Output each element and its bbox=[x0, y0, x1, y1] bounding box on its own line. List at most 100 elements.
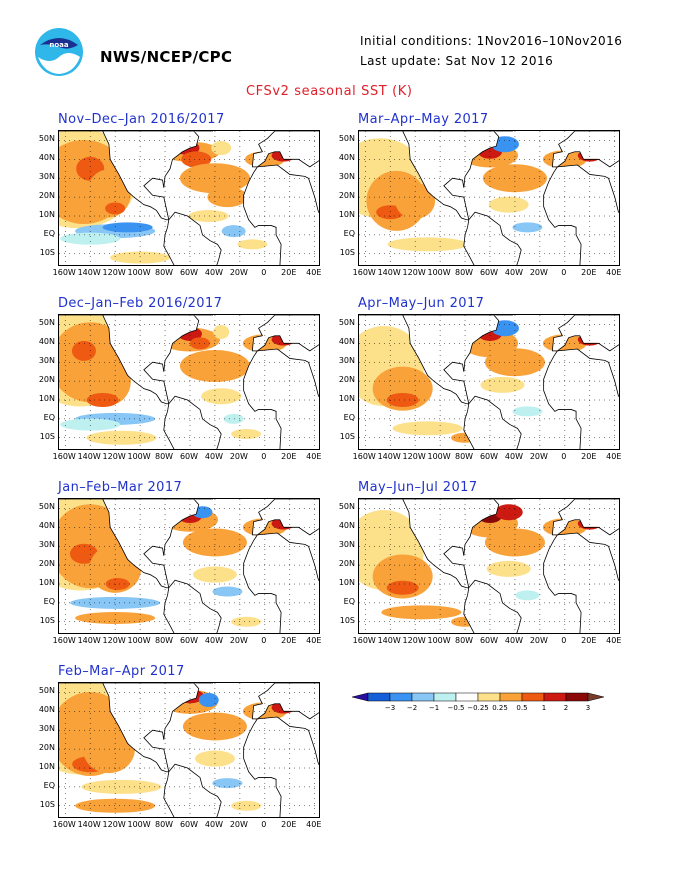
lon-label: 60W bbox=[179, 268, 199, 277]
lat-label: 10N bbox=[38, 578, 55, 587]
colorbar-tick-label: 0.25 bbox=[492, 704, 508, 712]
lat-label: 50N bbox=[38, 318, 55, 328]
colorbar-segment bbox=[455, 692, 479, 702]
lon-label: 60W bbox=[479, 268, 499, 277]
land-mask bbox=[59, 315, 319, 449]
lat-label: 10N bbox=[38, 394, 55, 403]
organization-name: NWS/NCEP/CPC bbox=[100, 48, 233, 66]
lon-label: 20W bbox=[529, 268, 548, 277]
lon-label: 40W bbox=[504, 636, 523, 645]
lat-label: EQ bbox=[43, 228, 55, 238]
panel-title: Apr–May–Jun 2017 bbox=[358, 296, 485, 311]
lon-label: 20E bbox=[581, 268, 597, 277]
lat-label: 10S bbox=[339, 247, 355, 257]
panel-title: May–Jun–Jul 2017 bbox=[358, 480, 478, 495]
lat-lon-grid bbox=[59, 315, 319, 449]
land-mask bbox=[59, 499, 319, 633]
lon-label: 40W bbox=[204, 452, 223, 461]
lon-label: 140W bbox=[377, 636, 401, 645]
lon-label: 60W bbox=[479, 452, 499, 461]
lat-label: 20N bbox=[38, 191, 55, 201]
lon-label: 40E bbox=[606, 268, 622, 277]
noaa-logo: noaa bbox=[35, 28, 83, 76]
lat-label: 20N bbox=[38, 559, 55, 569]
lat-lon-grid bbox=[59, 499, 319, 633]
lon-label: 40E bbox=[306, 452, 322, 461]
initial-conditions-text: Initial conditions: 1Nov2016–10Nov2016 bbox=[360, 34, 623, 48]
lat-label: EQ bbox=[43, 780, 55, 790]
lat-label: 40N bbox=[38, 153, 55, 163]
lon-label: 20W bbox=[529, 636, 548, 645]
lat-label: 50N bbox=[38, 502, 55, 512]
panel-title: Jan–Feb–Mar 2017 bbox=[58, 480, 183, 495]
lon-label: 160W bbox=[52, 268, 76, 277]
lon-label: 0 bbox=[561, 268, 567, 277]
lon-label: 100W bbox=[127, 452, 151, 461]
lon-label: 120W bbox=[402, 452, 426, 461]
lat-label: 50N bbox=[338, 134, 355, 144]
lat-lon-grid bbox=[59, 131, 319, 265]
colorbar-tick-label: 1 bbox=[541, 704, 547, 712]
lat-label: 10N bbox=[38, 762, 55, 771]
sst-map bbox=[58, 314, 320, 450]
lat-label: 10S bbox=[39, 799, 55, 809]
colorbar-segment bbox=[389, 692, 413, 702]
lon-label: 20W bbox=[529, 452, 548, 461]
lon-label: 160W bbox=[52, 820, 76, 829]
panel-title: Mar–Apr–May 2017 bbox=[358, 112, 489, 127]
lat-label: 40N bbox=[38, 705, 55, 715]
sst-map bbox=[58, 498, 320, 634]
lat-label: 30N bbox=[38, 540, 55, 550]
lat-label: 20N bbox=[338, 375, 355, 385]
colorbar-tick-label: −0.5 bbox=[447, 704, 465, 712]
sst-map bbox=[358, 130, 620, 266]
lon-label: 140W bbox=[77, 636, 101, 645]
lon-label: 140W bbox=[377, 452, 401, 461]
lon-label: 100W bbox=[427, 636, 451, 645]
lon-label: 20E bbox=[581, 636, 597, 645]
lon-label: 40E bbox=[306, 636, 322, 645]
colorbar-segment bbox=[411, 692, 435, 702]
lat-label: 40N bbox=[338, 521, 355, 531]
land-mask bbox=[59, 131, 319, 265]
main-title: CFSv2 seasonal SST (K) bbox=[246, 84, 413, 99]
lat-label: 30N bbox=[38, 724, 55, 734]
lat-label: EQ bbox=[43, 412, 55, 422]
lon-label: 80W bbox=[455, 268, 474, 277]
lat-label: 30N bbox=[338, 356, 355, 366]
lon-label: 0 bbox=[261, 820, 267, 829]
lat-label: 30N bbox=[338, 540, 355, 550]
colorbar-arrow-high bbox=[587, 692, 605, 702]
svg-text:noaa: noaa bbox=[49, 41, 69, 49]
lat-label: 10S bbox=[39, 247, 55, 257]
lon-label: 40W bbox=[204, 636, 223, 645]
lat-label: 30N bbox=[338, 172, 355, 182]
lon-label: 100W bbox=[127, 268, 151, 277]
lon-label: 40W bbox=[504, 268, 523, 277]
lat-label: 10S bbox=[339, 431, 355, 441]
lat-label: 10N bbox=[338, 394, 355, 403]
sst-map bbox=[58, 682, 320, 818]
colorbar-segment bbox=[565, 692, 589, 702]
lon-label: 20E bbox=[281, 636, 297, 645]
colorbar-tick-label: 2 bbox=[563, 704, 569, 712]
lat-label: 40N bbox=[38, 521, 55, 531]
lon-label: 80W bbox=[155, 452, 174, 461]
lat-label: 10S bbox=[39, 615, 55, 625]
lat-label: EQ bbox=[343, 412, 355, 422]
lat-label: 30N bbox=[38, 172, 55, 182]
lon-label: 140W bbox=[77, 452, 101, 461]
colorbar-tick-label: −1 bbox=[428, 704, 440, 712]
lat-label: 10S bbox=[339, 615, 355, 625]
colorbar-segment bbox=[543, 692, 567, 702]
colorbar-segment bbox=[521, 692, 545, 702]
land-mask bbox=[59, 683, 319, 817]
colorbar-tick-label: 0.5 bbox=[516, 704, 528, 712]
colorbar-arrow-low bbox=[352, 692, 369, 702]
lat-label: 50N bbox=[38, 686, 55, 696]
lon-label: 140W bbox=[377, 268, 401, 277]
lon-label: 40E bbox=[306, 820, 322, 829]
land-mask bbox=[359, 499, 619, 633]
lon-label: 80W bbox=[155, 636, 174, 645]
lat-label: 40N bbox=[38, 337, 55, 347]
